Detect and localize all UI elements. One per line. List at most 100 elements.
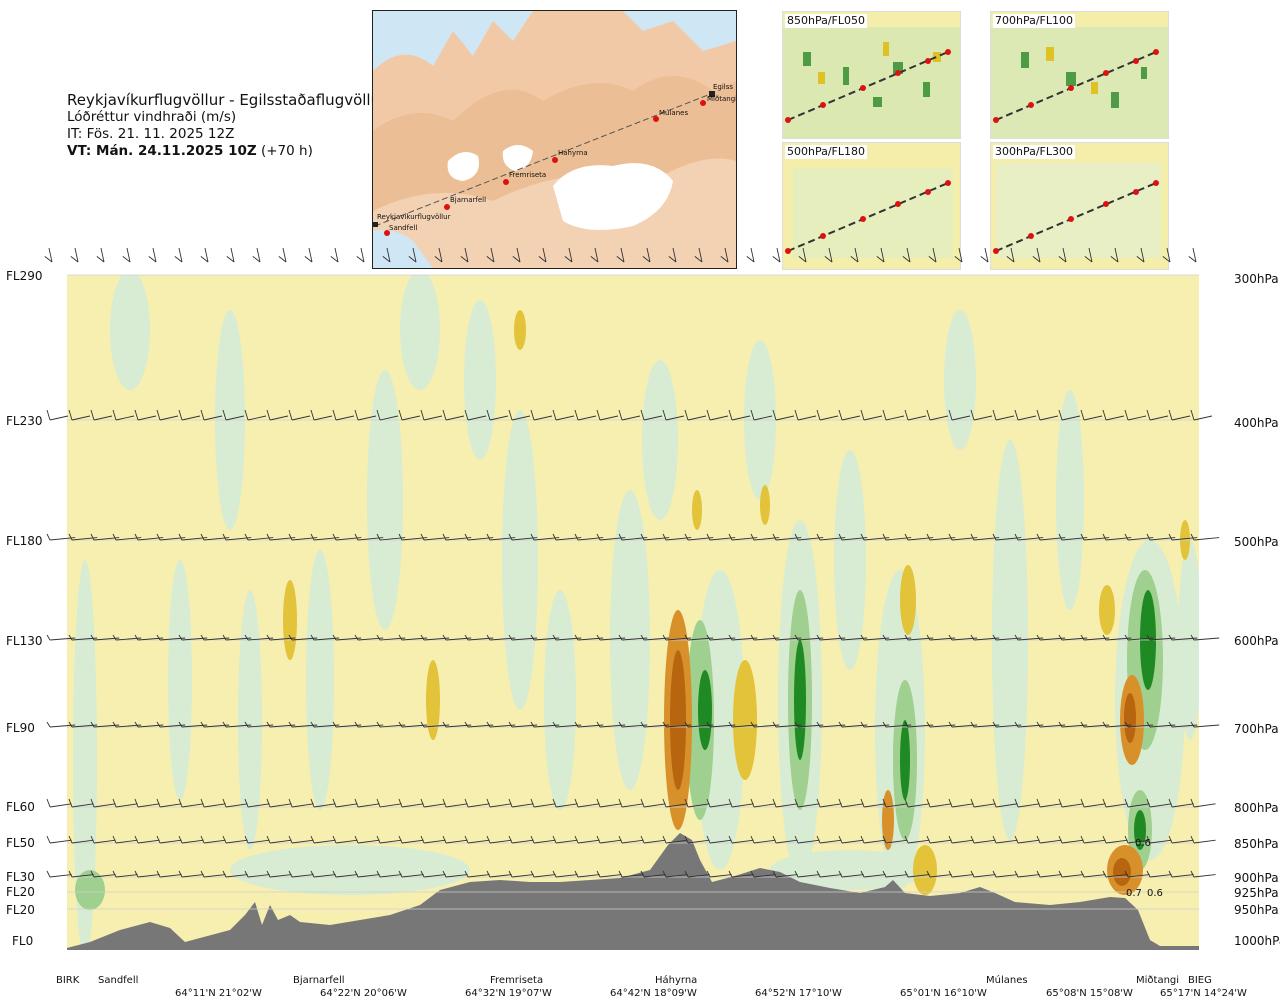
wind-barb-shaft (1171, 415, 1191, 421)
wind-barb-shaft (902, 256, 911, 263)
wind-barb-feather (508, 798, 513, 808)
wind-barb-shaft (269, 415, 289, 421)
wind-barb-feather (618, 533, 623, 541)
wind-barb-feather (698, 247, 703, 263)
wind-barb-shaft (278, 256, 287, 263)
wind-barb-feather (310, 798, 315, 808)
wind-barb-shaft (1105, 874, 1128, 878)
wind-barb-feather (772, 870, 777, 878)
wind-barb-feather (1080, 409, 1085, 421)
wind-barb-feather (1014, 870, 1019, 878)
wind-barb-feather (200, 634, 205, 641)
wind-barb-feather (1102, 409, 1107, 421)
wind-barb-shaft (819, 874, 842, 878)
wind-barb-feather (310, 870, 315, 878)
wind-barb-feather (662, 533, 667, 541)
wind-barb-feather (310, 721, 315, 728)
wind-barb-shaft (159, 874, 182, 878)
wind-barb-feather (112, 721, 117, 728)
wind-barb-shaft (357, 803, 380, 808)
fl-label: FL90 (6, 721, 35, 735)
wind-barb-feather (310, 835, 315, 844)
wind-barb-feather (464, 835, 469, 844)
wind-barb-feather (882, 409, 887, 421)
wind-barb-feather (508, 634, 513, 641)
wind-barb-feather (178, 835, 183, 844)
wind-barb-feather (1036, 835, 1041, 844)
wind-barb-feather (728, 870, 733, 878)
wind-barb-feather (724, 247, 729, 263)
wind-barb-shaft (687, 803, 710, 808)
wind-barb-feather (156, 409, 161, 421)
wind-barb-shaft (929, 874, 952, 878)
wind-barb-shaft (731, 803, 754, 808)
wind-barb-feather (574, 634, 579, 641)
wind-barb-feather (1146, 634, 1151, 641)
wind-barb-shaft (577, 415, 597, 421)
wind-barb-shaft (863, 803, 886, 808)
wind-barb-feather (552, 870, 557, 878)
wind-barb-feather (1190, 870, 1195, 878)
wind-barb-feather (904, 870, 909, 878)
wind-barb-shaft (668, 256, 677, 263)
wind-barb-shaft (93, 415, 113, 421)
route-map-svg (373, 11, 736, 268)
wind-barb-shaft (1105, 803, 1128, 808)
wind-barb-feather (574, 409, 579, 421)
thumb-700hpa[interactable]: 700hPa/FL100 (990, 11, 1169, 139)
wind-barb-feather (442, 870, 447, 878)
wind-barb-feather (904, 721, 909, 728)
wind-barb-shaft (772, 256, 781, 263)
wind-barb-shaft (445, 839, 468, 844)
thumb-500hpa[interactable]: 500hPa/FL180 (782, 142, 961, 270)
wind-barb-feather (222, 870, 227, 878)
wind-barb-shaft (824, 256, 833, 263)
wind-barb-feather (1088, 247, 1093, 263)
wind-barb-feather (1058, 721, 1063, 728)
wind-barb-shaft (181, 874, 204, 878)
wind-barb-shaft (643, 839, 666, 844)
wind-barb-shaft (1083, 803, 1106, 808)
wind-barb-feather (508, 835, 513, 844)
wind-barb-feather (282, 247, 287, 263)
wind-barb-feather (486, 870, 491, 878)
wind-barb-shaft (973, 803, 996, 808)
wind-barb-feather (156, 721, 161, 728)
hpa-label: 900hPa (1234, 871, 1279, 885)
wind-barb-feather (244, 409, 249, 421)
wind-barb-shaft (1061, 839, 1084, 844)
thumb-300hpa[interactable]: 300hPa/FL300 (990, 142, 1169, 270)
wind-barb-feather (882, 721, 887, 728)
wind-barb-feather (750, 798, 755, 808)
wind-barb-feather (244, 721, 249, 728)
wind-barb-feather (904, 409, 909, 421)
wind-barb-feather (904, 533, 909, 541)
wind-barb-feather (1036, 409, 1041, 421)
hpa-label: 950hPa (1234, 903, 1279, 917)
wind-barb-feather (684, 721, 689, 728)
wind-barb-feather (772, 835, 777, 844)
wind-barb-feather (46, 409, 51, 421)
wind-barb-shaft (137, 874, 160, 878)
waypoint-name: Fremriseta (490, 975, 544, 986)
map-label-egilsstadir: Egilss (713, 83, 734, 91)
wind-barb-shaft (489, 839, 512, 844)
wind-barb-shaft (555, 415, 575, 421)
wind-barb-feather (178, 634, 183, 641)
wind-barb-feather (354, 409, 359, 421)
thumb-850hpa[interactable]: 850hPa/FL050 (782, 11, 961, 139)
wind-barb-feather (926, 870, 931, 878)
wind-barb-feather (1192, 247, 1197, 263)
wind-barb-feather (640, 870, 645, 878)
wind-barb-shaft (511, 839, 534, 844)
wind-barb-shaft (304, 256, 313, 263)
wind-barb-feather (1124, 634, 1129, 641)
wind-barb-feather (750, 409, 755, 421)
wind-barb-feather (1014, 721, 1019, 728)
wind-barb-shaft (423, 874, 446, 878)
wind-barb-shaft (93, 803, 116, 808)
waypoint-coord: 64°11'N 21°02'W (175, 988, 262, 999)
wind-barb-feather (1168, 835, 1173, 844)
wind-barb-shaft (512, 256, 521, 263)
wind-barb-feather (860, 409, 865, 421)
